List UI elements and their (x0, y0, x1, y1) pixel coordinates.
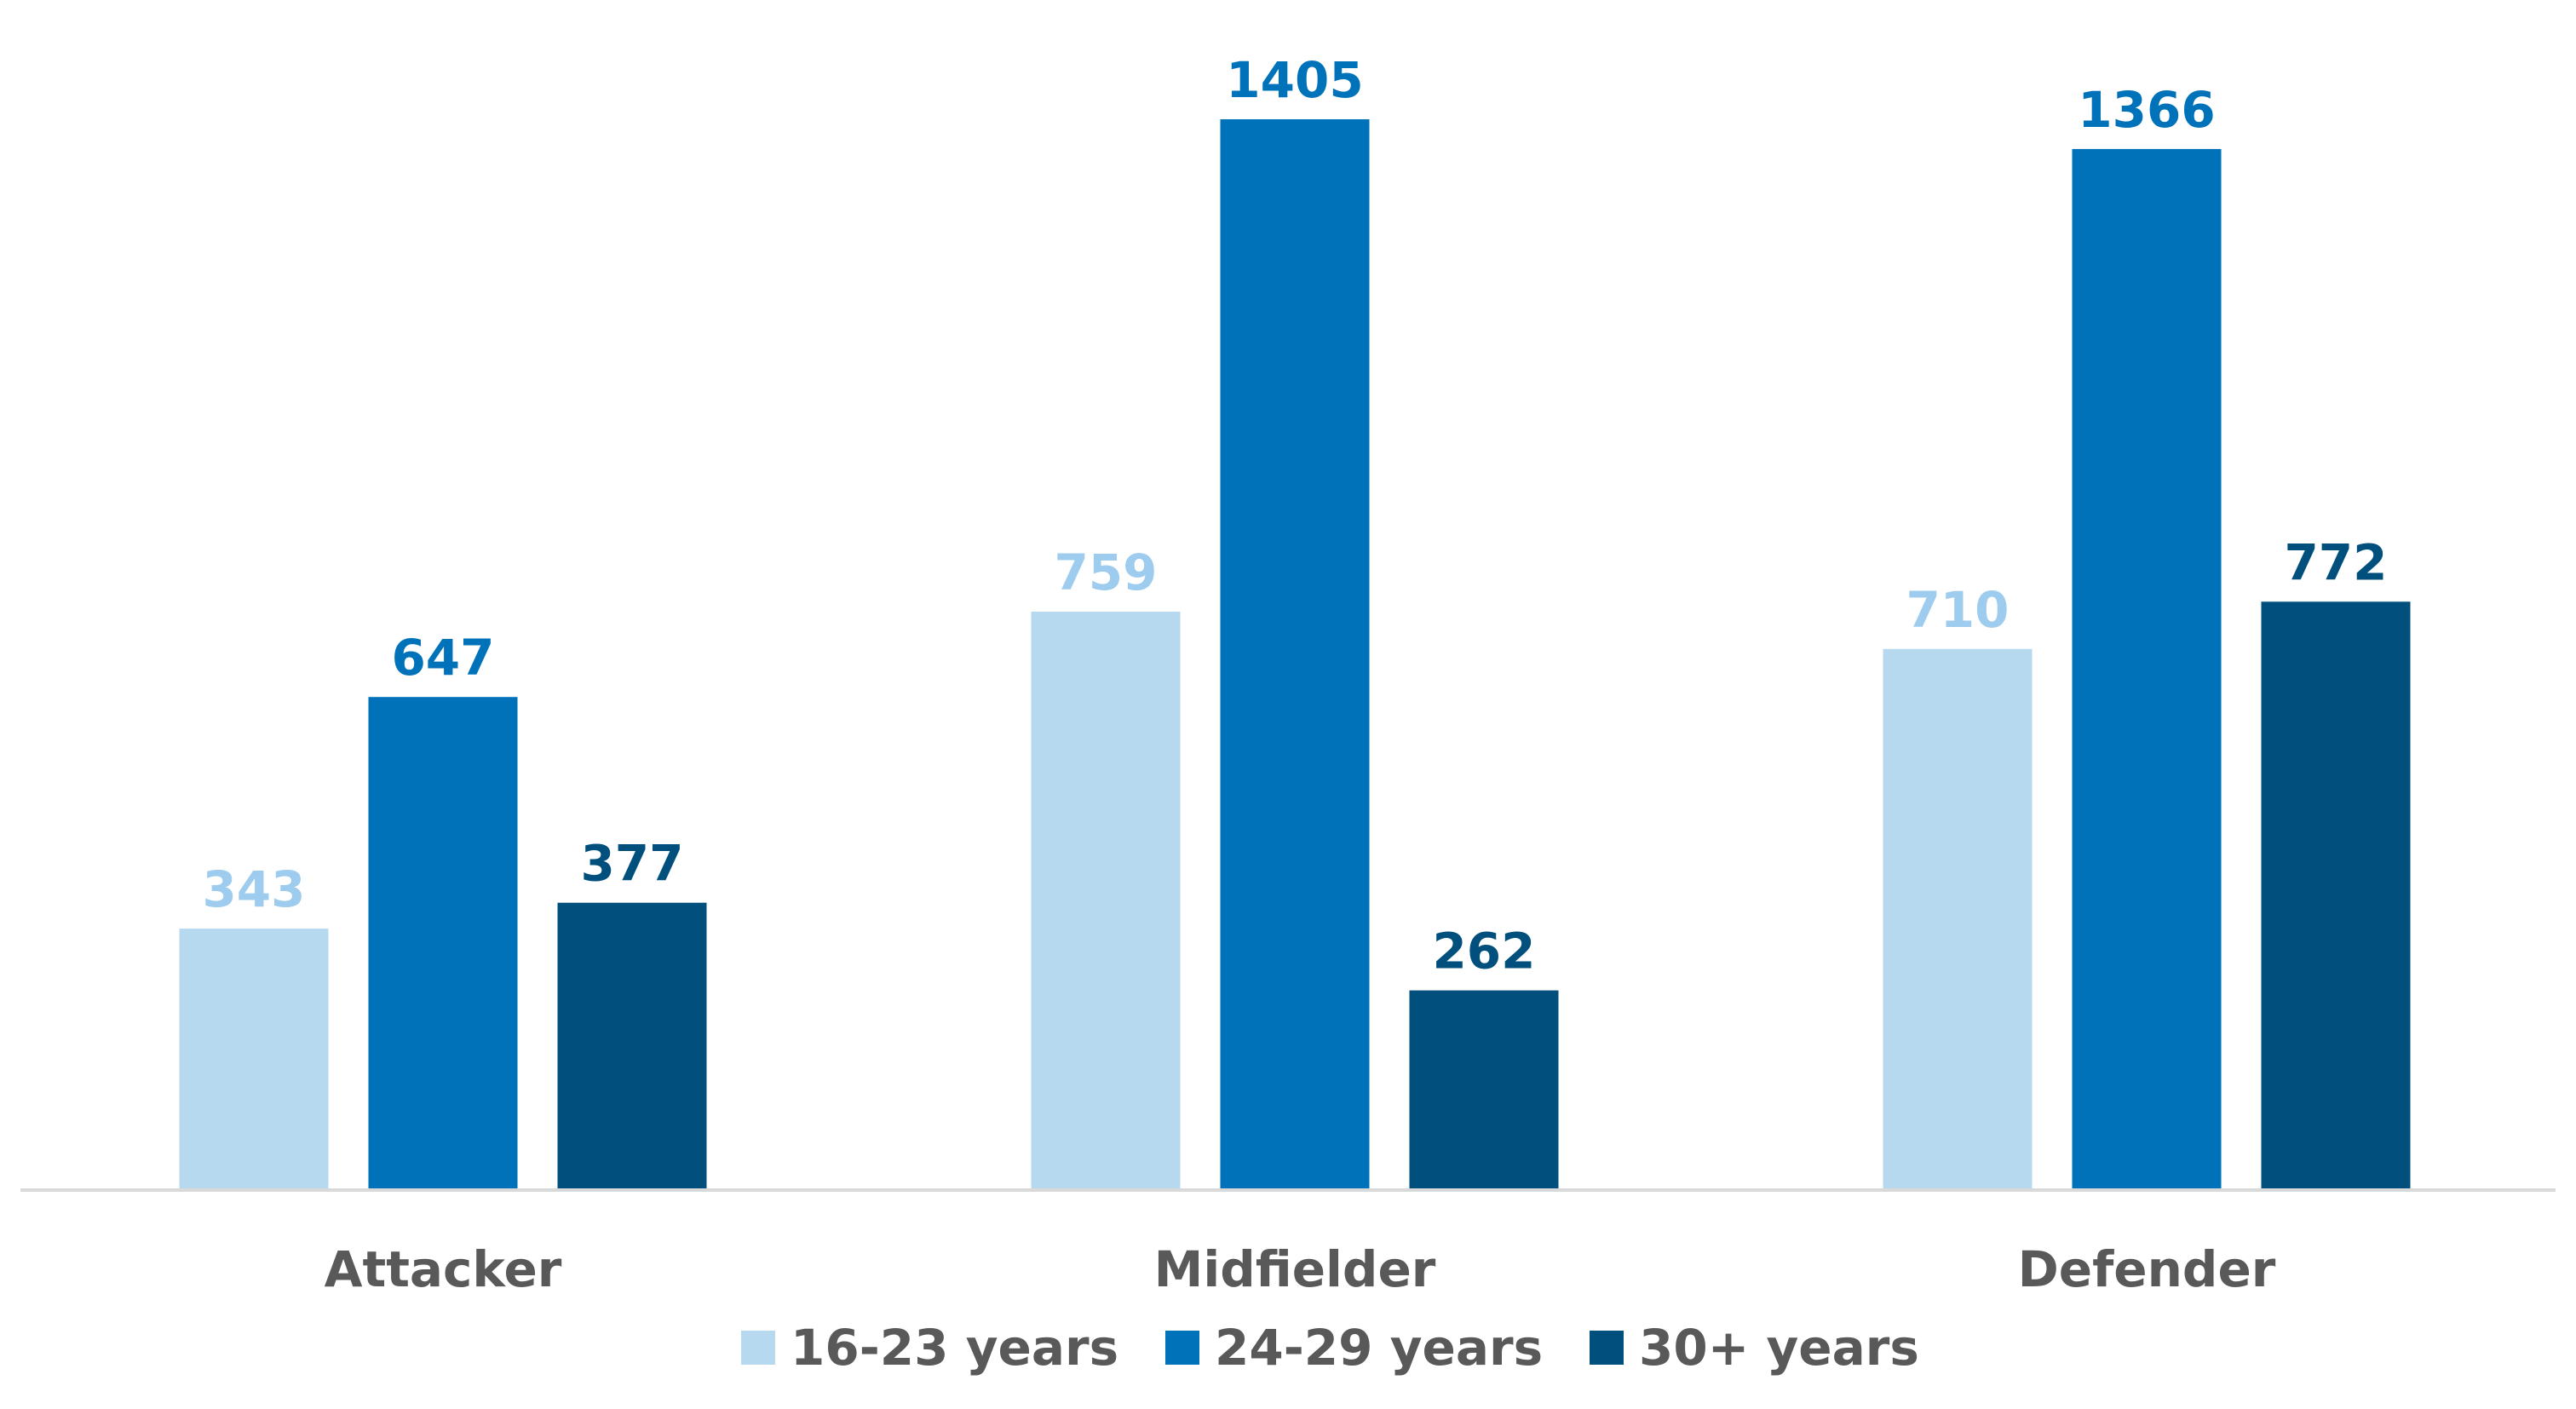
value-label-midfielder-series-3: 262 (1432, 923, 1535, 981)
bars-layer (179, 119, 2411, 1190)
bar-midfielder-series-3 (1409, 990, 1559, 1190)
bar-midfielder-series-1 (1031, 612, 1181, 1190)
bar-defender-series-1 (1883, 648, 2033, 1190)
legend: 16-23 years 24-29 years 30+ years (741, 1319, 1919, 1377)
bar-attacker-series-1 (179, 929, 329, 1190)
legend-swatch-series-1 (741, 1331, 775, 1365)
category-label-attacker: Attacker (325, 1240, 562, 1298)
value-label-attacker-series-3: 377 (580, 835, 683, 893)
category-label-midfielder: Midfielder (1154, 1240, 1436, 1298)
bar-attacker-series-2 (368, 697, 518, 1190)
value-labels-layer: 343 647 377 759 1405 262 710 1366 772 (202, 51, 2387, 981)
value-label-defender-series-2: 1366 (2078, 81, 2215, 139)
category-labels-layer: Attacker Midfielder Defender (325, 1240, 2276, 1298)
legend-swatch-series-2 (1165, 1331, 1199, 1365)
bar-midfielder-series-2 (1220, 119, 1370, 1190)
value-label-attacker-series-2: 647 (391, 629, 494, 687)
value-label-attacker-series-1: 343 (202, 860, 305, 918)
value-label-defender-series-1: 710 (1906, 581, 2009, 639)
bar-attacker-series-3 (557, 902, 707, 1190)
value-label-midfielder-series-2: 1405 (1226, 51, 1363, 109)
value-label-midfielder-series-1: 759 (1054, 543, 1157, 601)
legend-label-series-3: 30+ years (1639, 1319, 1919, 1377)
value-label-defender-series-3: 772 (2284, 533, 2387, 591)
bar-defender-series-3 (2261, 601, 2411, 1190)
legend-label-series-1: 16-23 years (791, 1319, 1118, 1377)
category-label-defender: Defender (2018, 1240, 2276, 1298)
legend-swatch-series-3 (1590, 1331, 1624, 1365)
legend-label-series-2: 24-29 years (1215, 1319, 1543, 1377)
bar-defender-series-2 (2072, 148, 2222, 1190)
